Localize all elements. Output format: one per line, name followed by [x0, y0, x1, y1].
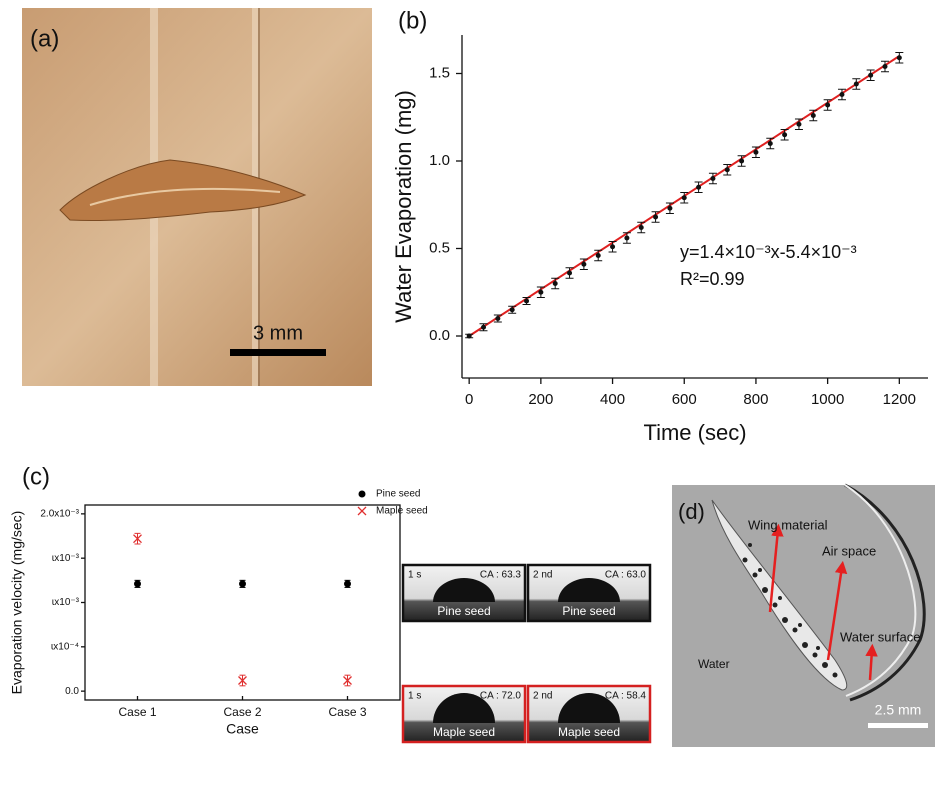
panel-label: (d): [678, 499, 705, 524]
point: [239, 580, 246, 588]
x-tick-label: 600: [672, 391, 697, 408]
point: [767, 141, 773, 146]
thumb-time: 2 nd: [533, 570, 552, 581]
y-tick-label: 1.0: [429, 152, 450, 169]
annotation: R²=0.99: [680, 269, 745, 289]
image-label: Water: [698, 657, 730, 671]
legend-marker: [357, 506, 367, 516]
x-tick-label: 400: [600, 391, 625, 408]
point: [524, 298, 530, 304]
legend-label: Maple seed: [376, 506, 428, 517]
legend-label: Pine seed: [376, 489, 420, 500]
thumb-time: 2 nd: [533, 691, 552, 702]
annotation: y=1.4×10⁻³x-5.4×10⁻³: [680, 242, 857, 262]
point: [495, 316, 501, 321]
thumb-label: Pine seed: [437, 604, 490, 618]
y-tick-label: 0.0: [65, 686, 79, 697]
point: [825, 102, 831, 108]
point: [653, 214, 659, 220]
point: [133, 534, 142, 544]
x-axis-label: Time (sec): [643, 420, 746, 445]
point: [868, 72, 874, 78]
panel-label: (c): [22, 463, 50, 490]
x-tick-label: 1200: [883, 391, 916, 408]
y-tick-label: 0.5: [429, 239, 450, 256]
x-tick-label: Case 2: [223, 705, 261, 719]
point: [896, 55, 902, 61]
y-tick-label: 2.0x10⁻³: [40, 509, 79, 520]
plot-frame: [84, 504, 401, 701]
thumb-ca: CA : 63.0: [605, 570, 647, 581]
point: [238, 676, 247, 685]
point: [710, 176, 716, 181]
y-tick-label: ɩx10⁻³: [52, 553, 80, 564]
point: [581, 261, 587, 267]
point: [882, 64, 888, 69]
point: [853, 81, 859, 87]
point: [595, 253, 601, 258]
thumb-time: 1 s: [408, 691, 421, 702]
droplet: [558, 578, 620, 602]
panel-label: (b): [398, 7, 427, 34]
thumb-label: Pine seed: [562, 604, 615, 618]
x-tick-label: 200: [528, 391, 553, 408]
x-tick-label: 0: [465, 391, 473, 408]
image-label: Air space: [822, 543, 876, 558]
legend-marker: [358, 490, 366, 498]
image-label: Water surface: [840, 629, 920, 644]
point: [696, 184, 702, 190]
point: [610, 244, 616, 250]
point: [344, 580, 351, 588]
x-tick-label: Case 3: [328, 705, 366, 719]
y-tick-label: ɩx10⁻⁴: [51, 641, 79, 652]
point: [481, 324, 487, 330]
point: [538, 289, 544, 295]
x-tick-label: Case 1: [118, 705, 156, 719]
thumb-ca: CA : 63.3: [480, 570, 522, 581]
point: [509, 307, 515, 313]
image-d: [672, 483, 935, 747]
point: [466, 333, 472, 339]
point: [739, 158, 745, 164]
y-axis-label: Evaporation velocity (mg/sec): [9, 511, 25, 695]
y-tick-label: ɩx10⁻³: [52, 597, 80, 608]
droplet: [433, 693, 495, 723]
point: [552, 281, 558, 286]
point: [343, 676, 352, 685]
point: [753, 149, 759, 155]
point: [638, 225, 644, 230]
point: [796, 121, 802, 127]
thumb-label: Maple seed: [433, 725, 495, 739]
scale-label: 2.5 mm: [875, 702, 922, 718]
droplet: [558, 693, 620, 723]
point: [839, 92, 845, 97]
point: [810, 113, 816, 118]
thumb-label: Maple seed: [558, 725, 620, 739]
y-tick-label: 0.0: [429, 327, 450, 344]
thumb-ca: CA : 58.4: [605, 691, 647, 702]
y-axis-label: Water Evaporation (mg): [391, 90, 416, 323]
point: [134, 580, 141, 588]
point: [567, 270, 573, 276]
point: [681, 195, 687, 201]
panel-label: (a): [30, 25, 59, 52]
x-tick-label: 1000: [811, 391, 844, 408]
y-tick-label: 1.5: [429, 64, 450, 81]
x-tick-label: 800: [743, 391, 768, 408]
scale-label: 3 mm: [253, 322, 303, 344]
image-label: Wing material: [748, 517, 828, 532]
point: [624, 235, 630, 241]
point: [724, 167, 730, 173]
point: [782, 132, 788, 138]
droplet: [433, 578, 495, 602]
thumb-ca: CA : 72.0: [480, 691, 522, 702]
photo-a: [22, 8, 372, 386]
x-axis-label: Case: [226, 721, 259, 737]
thumb-time: 1 s: [408, 570, 421, 581]
point: [667, 205, 673, 211]
